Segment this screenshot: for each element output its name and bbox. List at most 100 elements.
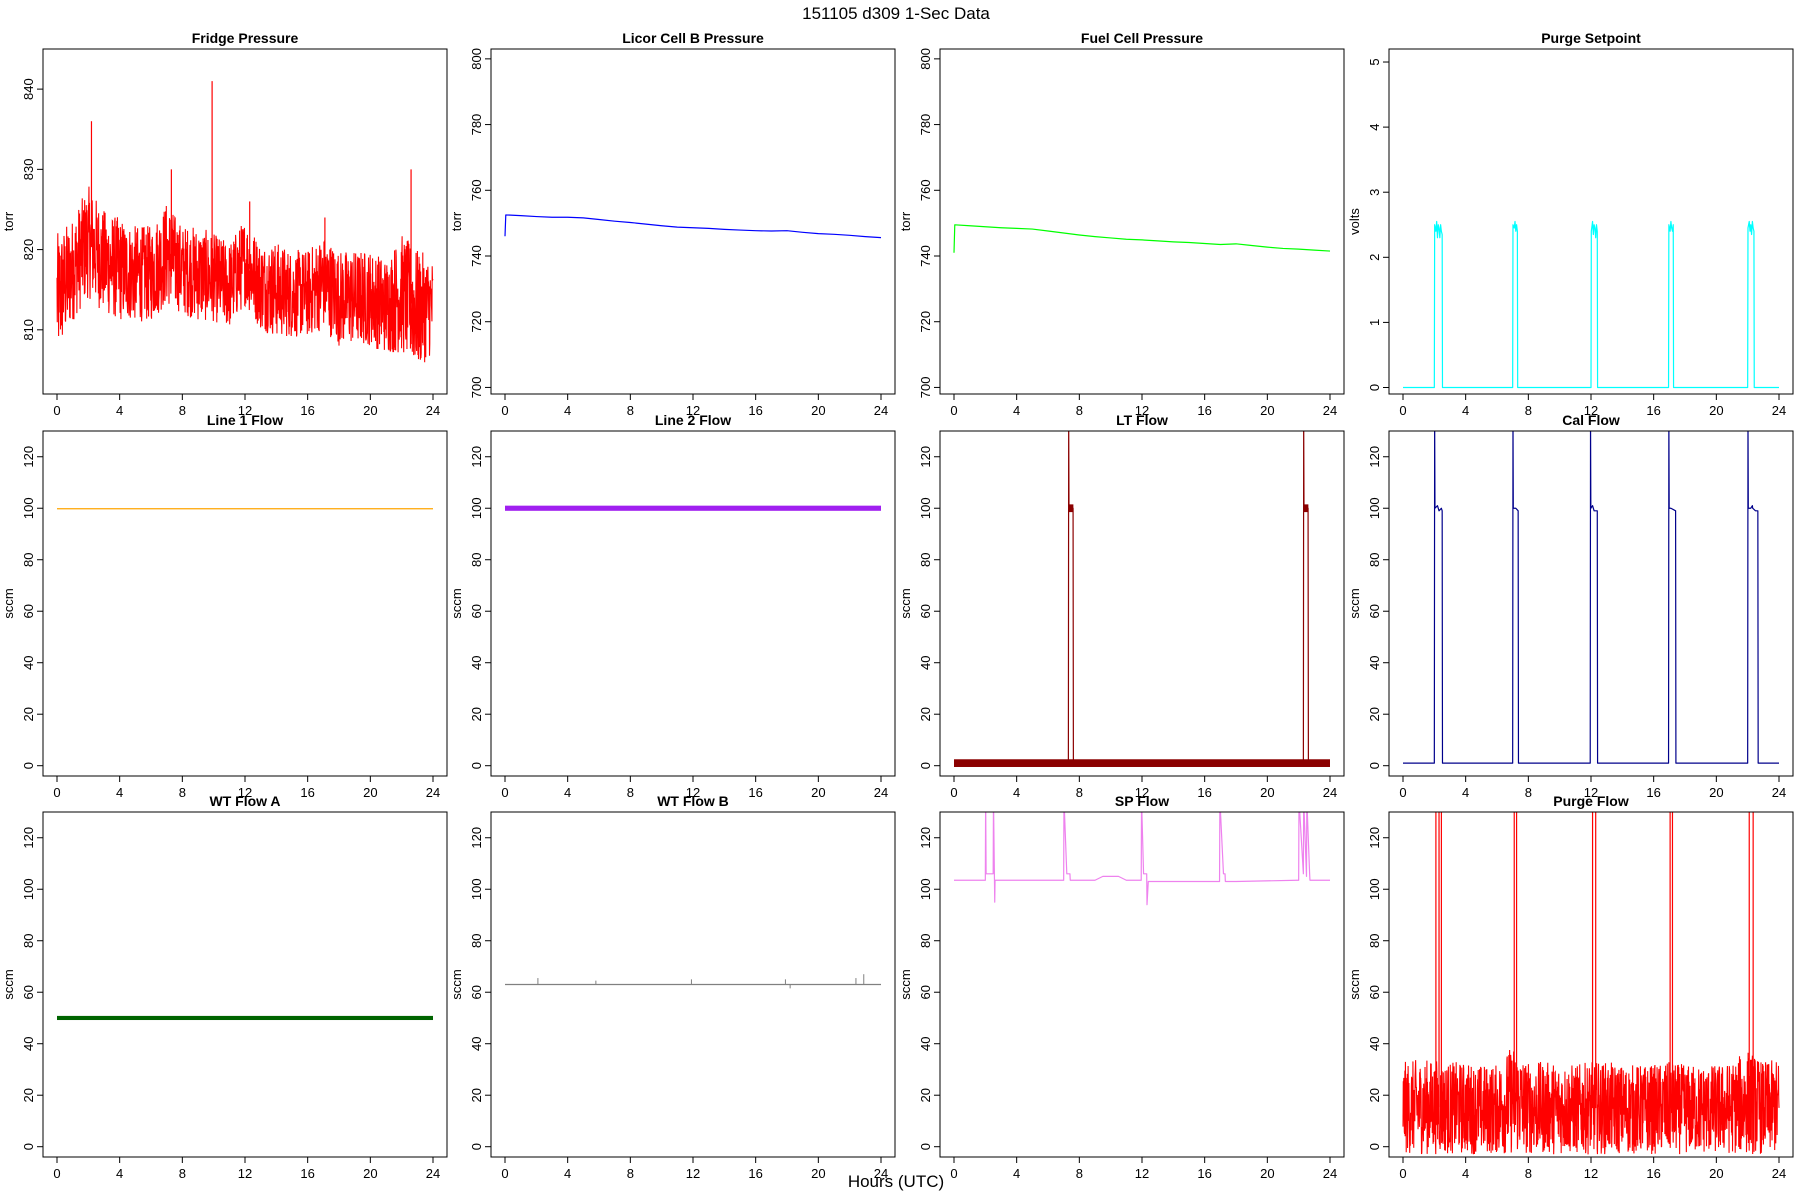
y-axis-label: volts [1347, 208, 1362, 235]
y-tick-label: 100 [1367, 878, 1382, 900]
y-tick-label: 40 [469, 1036, 484, 1050]
x-tick-label: 8 [1076, 1166, 1083, 1181]
x-tick-label: 16 [748, 1166, 762, 1181]
y-tick-label: 0 [21, 762, 36, 769]
y-tick-label: 100 [918, 497, 933, 519]
y-axis-label: sccm [1, 588, 16, 618]
panel-title: Fridge Pressure [192, 30, 299, 46]
y-tick-label: 100 [21, 878, 36, 900]
y-tick-label: 100 [469, 878, 484, 900]
y-tick-label: 80 [1367, 552, 1382, 566]
y-axis-label: sccm [1, 969, 16, 999]
plot-frame [42, 811, 448, 1158]
series-line [954, 812, 1330, 906]
series-group [1403, 431, 1779, 764]
x-tick-label: 16 [1646, 785, 1660, 800]
y-tick-label: 120 [21, 827, 36, 849]
y-tick-label: 0 [469, 762, 484, 769]
y-tick-label: 40 [918, 655, 933, 669]
panel-title: Fuel Cell Pressure [1081, 30, 1203, 46]
x-tick-label: 20 [1709, 403, 1723, 418]
x-tick-label: 20 [1260, 403, 1274, 418]
x-tick-label: 0 [1399, 1166, 1406, 1181]
y-tick-label: 700 [469, 377, 484, 399]
x-tick-label: 12 [1135, 1166, 1149, 1181]
series-line [1403, 220, 1779, 389]
y-tick-label: 120 [918, 446, 933, 468]
y-tick-label: 0 [1367, 1143, 1382, 1150]
x-tick-label: 24 [874, 403, 888, 418]
plot-frame [939, 48, 1345, 395]
x-tick-label: 0 [950, 403, 957, 418]
x-tick-label: 16 [300, 403, 314, 418]
y-tick-label: 0 [1367, 762, 1382, 769]
x-tick-label: 12 [686, 403, 700, 418]
y-tick-label: 120 [469, 446, 484, 468]
series-band [505, 505, 881, 511]
x-tick-label: 16 [1197, 1166, 1211, 1181]
x-tick-label: 16 [748, 785, 762, 800]
x-tick-label: 0 [53, 785, 60, 800]
panel-title: Line 1 Flow [207, 412, 283, 428]
panel-0: Fridge Pressure torr 0 4 8 12 16 20 24 810 820 830 8… [1, 30, 448, 418]
y-tick-label: 80 [469, 933, 484, 947]
y-tick-label: 60 [918, 985, 933, 999]
x-tick-label: 24 [426, 403, 440, 418]
x-tick-label: 8 [627, 785, 634, 800]
x-tick-label: 4 [1013, 1166, 1020, 1181]
y-tick-label: 3 [1367, 189, 1382, 196]
x-tick-label: 24 [874, 1166, 888, 1181]
y-tick-label: 20 [469, 1088, 484, 1102]
x-tick-label: 20 [1709, 1166, 1723, 1181]
y-tick-label: 120 [21, 446, 36, 468]
y-tick-label: 40 [21, 655, 36, 669]
y-axis-label: sccm [898, 969, 913, 999]
x-tick-label: 16 [1646, 1166, 1660, 1181]
x-tick-label: 0 [501, 785, 508, 800]
x-tick-label: 16 [1646, 403, 1660, 418]
y-tick-label: 60 [21, 985, 36, 999]
x-tick-label: 4 [564, 1166, 571, 1181]
y-tick-label: 20 [469, 707, 484, 721]
x-tick-label: 8 [179, 785, 186, 800]
y-tick-label: 780 [918, 114, 933, 136]
panel-title: Licor Cell B Pressure [622, 30, 764, 46]
series-line [1403, 431, 1779, 764]
y-tick-label: 120 [918, 827, 933, 849]
x-tick-label: 8 [179, 1166, 186, 1181]
x-tick-label: 0 [1399, 403, 1406, 418]
x-tick-label: 20 [363, 1166, 377, 1181]
x-tick-label: 12 [1135, 403, 1149, 418]
y-tick-label: 740 [918, 245, 933, 267]
y-tick-label: 740 [469, 245, 484, 267]
x-tick-label: 0 [1399, 785, 1406, 800]
x-tick-label: 24 [1772, 785, 1786, 800]
x-tick-label: 0 [950, 1166, 957, 1181]
y-tick-label: 720 [918, 311, 933, 333]
panel-title: SP Flow [1115, 793, 1169, 809]
y-tick-label: 80 [918, 552, 933, 566]
x-tick-label: 4 [116, 785, 123, 800]
y-tick-label: 60 [469, 985, 484, 999]
series-line [954, 431, 1330, 764]
x-tick-label: 20 [363, 403, 377, 418]
x-tick-label: 20 [811, 403, 825, 418]
y-tick-label: 830 [21, 158, 36, 180]
y-tick-label: 60 [918, 604, 933, 618]
plot-frame [939, 430, 1345, 777]
y-tick-label: 0 [21, 1143, 36, 1150]
x-tick-label: 4 [1462, 403, 1469, 418]
plot-frame [490, 430, 896, 777]
y-tick-label: 5 [1367, 58, 1382, 65]
y-tick-label: 120 [1367, 827, 1382, 849]
y-tick-label: 760 [918, 179, 933, 201]
panel-8: WT Flow A sccm 0 4 8 12 16 20 24 0 20 40 60 80 100 120 [1, 793, 448, 1181]
y-tick-label: 4 [1367, 123, 1382, 130]
panel-10: SP Flow sccm 0 4 8 12 16 20 24 0 20 40 60 80 100 120 [898, 793, 1345, 1181]
panel-title: Purge Setpoint [1541, 30, 1641, 46]
x-tick-label: 8 [1525, 403, 1532, 418]
